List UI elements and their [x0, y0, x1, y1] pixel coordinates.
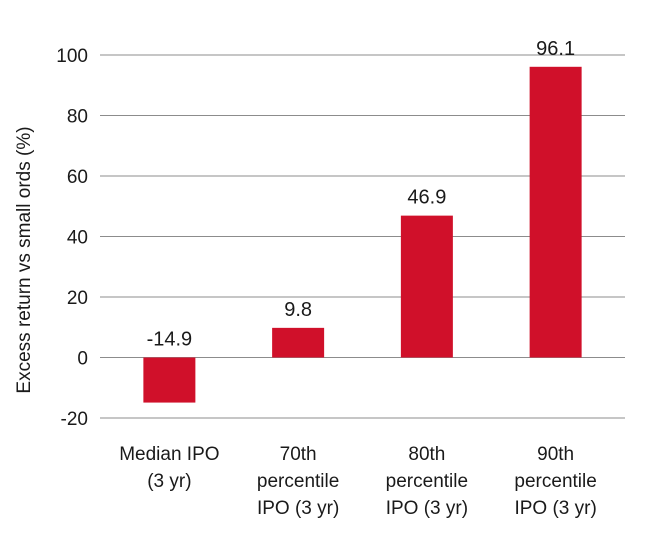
category-label: IPO (3 yr)	[386, 498, 468, 519]
y-tick-label: 40	[67, 228, 88, 249]
category-label: 90th	[537, 444, 574, 465]
y-tick-label: 60	[67, 167, 88, 188]
category-label: percentile	[257, 471, 339, 492]
category-label: IPO (3 yr)	[257, 498, 339, 519]
data-label: 46.9	[407, 187, 446, 209]
data-labels: -14.9 9.8 46.9 96.1	[147, 38, 576, 351]
x-axis-categories: Median IPO (3 yr) 70th percentile IPO (3 yr)…	[119, 444, 597, 519]
y-tick-label: -20	[61, 409, 88, 430]
bar	[272, 327, 325, 358]
data-label: -14.9	[147, 329, 193, 351]
y-axis-ticks: -20 0 20 40 60 80 100	[56, 46, 88, 430]
y-tick-label: 0	[77, 349, 88, 370]
category-label: percentile	[514, 471, 596, 492]
category-label: 80th	[408, 444, 445, 465]
y-tick-label: 80	[67, 107, 88, 128]
y-axis-title: Excess return vs small ords (%)	[14, 126, 35, 393]
y-tick-label: 100	[56, 46, 88, 67]
bar	[529, 66, 582, 358]
category-label: 70th	[280, 444, 317, 465]
bars	[143, 66, 582, 403]
category-label: IPO (3 yr)	[514, 498, 596, 519]
y-tick-label: 20	[67, 288, 88, 309]
category-label: percentile	[386, 471, 468, 492]
data-label: 9.8	[284, 299, 312, 321]
bar	[143, 357, 196, 403]
bar	[400, 215, 453, 358]
category-label: (3 yr)	[147, 471, 191, 492]
data-label: 96.1	[536, 38, 575, 60]
category-label: Median IPO	[119, 444, 219, 465]
